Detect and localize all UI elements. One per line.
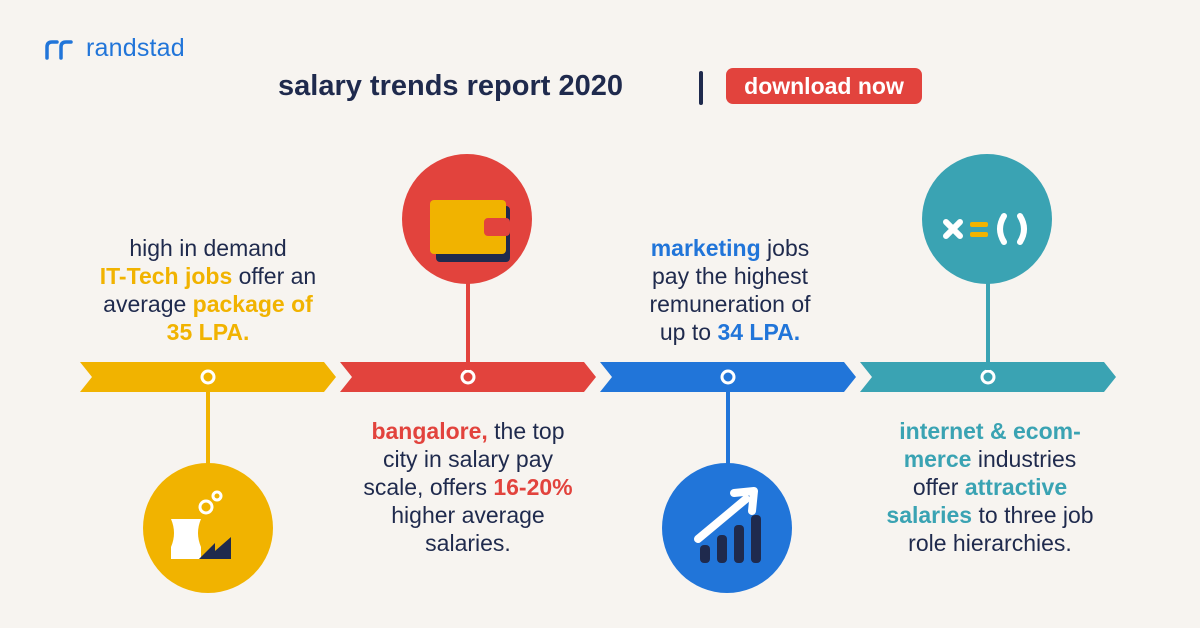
stem-1 [206,385,210,467]
formula-icon [943,213,1027,245]
stat-line: city in salary pay [340,445,596,473]
timeline-node-4 [980,369,996,385]
timeline-segment-2 [340,362,596,392]
wallet-circle [402,154,532,284]
stat-text: role hierarchies. [908,530,1072,556]
stat-text: jobs [760,235,810,261]
stat-bangalore: bangalore, the top city in salary pay scal… [340,417,596,557]
page-title: salary trends report 2020 [278,70,623,102]
stat-text: remuneration of [649,291,811,317]
stat-highlight: 35 LPA. [166,319,250,345]
stat-highlight: package of [192,291,313,317]
factory-circle [143,463,273,593]
stat-line: IT-Tech jobs offer an [88,262,328,290]
stat-line: up to 34 LPA. [610,318,850,346]
timeline-ribbon [0,362,1200,392]
stat-line: remuneration of [610,290,850,318]
stat-line: 35 LPA. [88,318,328,346]
stat-text: industries [971,446,1077,472]
stat-text: offer [912,474,965,500]
stat-line: scale, offers 16-20% [340,473,596,501]
stat-text: average [103,291,193,317]
timeline-node-1 [200,369,216,385]
brand-logo: randstad [44,34,185,63]
stem-3 [726,385,730,467]
randstad-logo-icon [45,39,73,60]
stat-text: the top [487,418,565,444]
stat-line: average package of [88,290,328,318]
stat-marketing: marketing jobs pay the highest remuneratio… [610,234,850,346]
stat-highlight: bangalore, [371,418,488,444]
stat-text: high in demand [129,235,287,261]
download-button[interactable]: download now [726,68,922,104]
stat-line: internet & ecom- [862,417,1118,445]
header: salary trends report 2020 download now [0,66,1200,110]
stat-it-tech: high in demand IT-Tech jobs offer an avera… [88,234,328,346]
stat-highlight: internet & ecom- [899,418,1081,444]
stat-line: offer attractive [862,473,1118,501]
stat-line: bangalore, the top [340,417,596,445]
timeline-node-3 [720,369,736,385]
stat-line: pay the highest [610,262,850,290]
stat-highlight: marketing [650,235,761,261]
timeline-segment-3 [600,362,856,392]
stat-line: marketing jobs [610,234,850,262]
stat-internet-ecommerce: internet & ecom-merce industries offer at… [862,417,1118,557]
stat-text: higher average [391,502,545,528]
stat-text: up to [659,319,718,345]
stat-line: salaries to three job [862,501,1118,529]
stat-highlight: 34 LPA. [717,319,801,345]
stat-highlight: merce [903,446,972,472]
stat-line: role hierarchies. [862,529,1118,557]
factory-icon [171,490,231,559]
stat-text: city in salary pay [382,446,553,472]
stat-text: salaries. [425,530,511,556]
stat-line: salaries. [340,529,596,557]
stat-text: scale, offers [363,474,494,500]
stat-line: higher average [340,501,596,529]
stat-line: merce industries [862,445,1118,473]
stat-line: high in demand [88,234,328,262]
stat-highlight: salaries [886,502,973,528]
stat-text: offer an [232,263,317,289]
stem-2 [466,280,470,370]
stat-text: to three job [972,502,1094,528]
formula-circle [922,154,1052,284]
timeline-segment-1 [80,362,336,392]
timeline-segment-4 [860,362,1116,392]
stem-4 [986,280,990,370]
brand-name: randstad [86,34,185,62]
wallet-icon [430,200,510,262]
growth-chart-icon [694,487,761,563]
stat-highlight: IT-Tech jobs [99,263,233,289]
stat-highlight: 16-20% [493,474,573,500]
growth-chart-circle [662,463,792,593]
header-divider [699,71,703,105]
timeline-node-2 [460,369,476,385]
stat-highlight: attractive [964,474,1068,500]
stat-text: pay the highest [651,263,808,289]
